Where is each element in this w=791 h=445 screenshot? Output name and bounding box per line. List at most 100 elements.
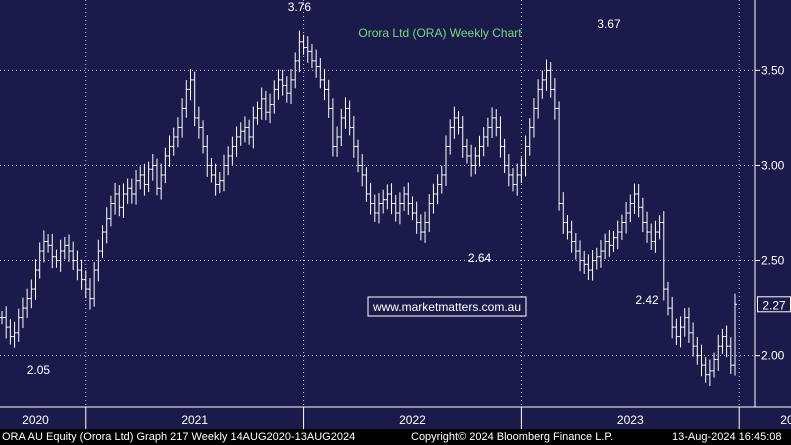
ohlc-bar xyxy=(527,118,532,156)
ohlc-bar xyxy=(67,234,72,262)
ohlc-bar xyxy=(431,183,436,214)
ohlc-bar xyxy=(87,278,92,310)
ohlc-bar xyxy=(636,183,641,218)
ohlc-bar xyxy=(180,98,185,138)
ohlc-bar xyxy=(150,154,155,181)
ohlc-bar xyxy=(611,231,616,253)
ohlc-bar xyxy=(58,239,63,272)
price-chart: 2.002.503.003.502.27 2020202120222023202… xyxy=(0,0,791,429)
price-annotation: 2.42 xyxy=(635,293,659,307)
ohlc-bar xyxy=(142,163,147,196)
ohlc-bar xyxy=(360,154,365,187)
x-tick-label: 2022 xyxy=(399,413,426,427)
ohlc-bar xyxy=(389,183,394,215)
ohlc-bar xyxy=(125,178,130,204)
ohlc-bar xyxy=(557,101,562,211)
ohlc-bar xyxy=(263,90,268,121)
ohlc-bar xyxy=(192,71,197,127)
ohlc-bar xyxy=(552,78,557,120)
ohlc-bar xyxy=(138,166,143,190)
ohlc-bar xyxy=(561,192,566,234)
ohlc-bar xyxy=(96,239,101,282)
ohlc-bar xyxy=(565,215,570,240)
watermark: www.marketmatters.com.au xyxy=(367,296,527,317)
ohlc-bar xyxy=(594,247,599,270)
ohlc-bar xyxy=(54,249,59,268)
ohlc-bar xyxy=(498,116,503,158)
ohlc-bar xyxy=(289,69,294,104)
ohlc-bar xyxy=(456,111,461,135)
ohlc-bar xyxy=(536,79,541,119)
ohlc-bar xyxy=(385,184,390,210)
ohlc-bar xyxy=(418,214,423,241)
ohlc-bar xyxy=(117,185,122,217)
last-price-marker: 2.27 xyxy=(757,296,791,313)
footer-copyright: Copyright© 2024 Bloomberg Finance L.P. xyxy=(411,431,614,443)
ohlc-bar xyxy=(649,223,654,251)
y-axis: 2.00 2.50 3.00 3.50 2.27 xyxy=(754,0,791,407)
ohlc-bar xyxy=(75,250,80,281)
ohlc-bar xyxy=(255,101,260,125)
ohlc-bar xyxy=(460,116,465,158)
ohlc-bar xyxy=(712,352,717,378)
ohlc-bar xyxy=(226,146,231,176)
ohlc-bar xyxy=(364,167,369,202)
ohlc-bar xyxy=(46,234,51,253)
ohlc-bar xyxy=(188,68,193,101)
ohlc-bar xyxy=(724,325,729,358)
ohlc-bar xyxy=(665,281,670,316)
ohlc-bar xyxy=(619,214,624,240)
x-tick-label: 2020 xyxy=(22,413,49,427)
ohlc-bar xyxy=(242,116,247,143)
ohlc-bar xyxy=(209,157,214,183)
ohlc-bar xyxy=(402,186,407,211)
ohlc-bar xyxy=(607,230,612,257)
ohlc-bar xyxy=(707,359,712,387)
y-tick-label: 2.00 xyxy=(761,349,785,363)
ohlc-bar xyxy=(280,69,285,96)
ohlc-bar xyxy=(297,30,302,73)
ohlc-bar xyxy=(674,318,679,346)
ohlc-bar xyxy=(314,49,319,78)
watermark-text: www.marketmatters.com.au xyxy=(372,300,521,314)
ohlc-bar xyxy=(523,135,528,177)
ohlc-bar xyxy=(443,135,448,186)
ohlc-bar xyxy=(163,147,168,184)
ohlc-bar xyxy=(699,344,704,377)
ohlc-bar xyxy=(728,337,733,375)
ohlc-bar xyxy=(301,34,306,55)
ohlc-bar xyxy=(230,136,235,166)
ohlc-bar xyxy=(221,154,226,192)
ohlc-bar xyxy=(573,232,578,260)
ohlc-bar xyxy=(670,296,675,339)
ohlc-bar xyxy=(586,254,591,281)
ohlc-bar xyxy=(37,242,42,279)
ohlc-bar xyxy=(20,297,25,329)
ohlc-bar xyxy=(33,259,38,300)
ohlc-bar xyxy=(414,201,419,234)
ohlc-bar xyxy=(469,144,474,177)
ohlc-bar xyxy=(41,230,46,263)
ohlc-bar xyxy=(4,306,9,339)
price-annotations: 3.763.672.642.422.051.87 xyxy=(27,0,659,377)
price-annotation: 3.67 xyxy=(597,17,621,31)
ohlc-bar xyxy=(603,233,608,259)
ohlc-bar xyxy=(318,58,323,89)
ohlc-bar xyxy=(502,138,507,174)
ohlc-bar xyxy=(506,154,511,187)
ohlc-bar xyxy=(519,157,524,184)
ohlc-bar xyxy=(83,270,88,299)
ohlc-bar xyxy=(632,183,637,214)
ohlc-bar xyxy=(100,225,105,258)
ohlc-bar xyxy=(12,321,17,348)
ohlc-bar xyxy=(196,106,201,139)
ohlc-bar xyxy=(322,69,327,101)
ohlc-bar xyxy=(71,241,76,270)
ohlc-bar xyxy=(238,122,243,146)
ohlc-bar xyxy=(691,322,696,357)
ohlc-bar xyxy=(92,262,97,307)
ohlc-bar xyxy=(410,196,415,221)
ohlc-bar xyxy=(217,172,222,194)
ohlc-bar xyxy=(615,220,620,250)
ohlc-bar xyxy=(381,189,386,214)
